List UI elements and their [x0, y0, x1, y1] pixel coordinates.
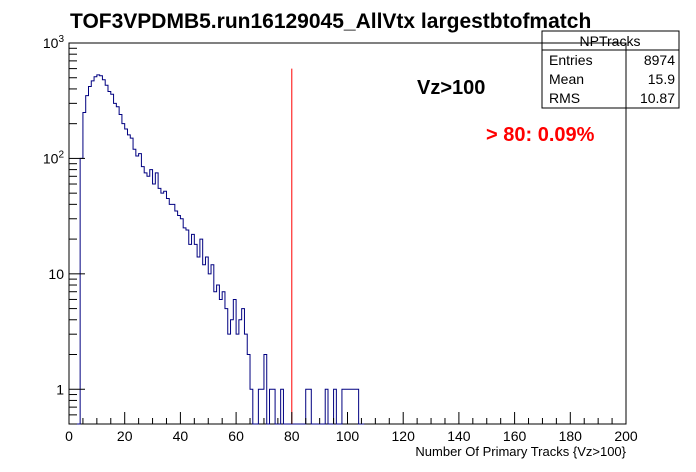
y-tick-label: 10: [48, 266, 64, 282]
annotation-fraction-above-80: > 80: 0.09%: [486, 124, 595, 146]
x-tick-label: 200: [614, 428, 638, 444]
stats-box-frame: [541, 30, 680, 109]
x-tick-label: 180: [559, 428, 583, 444]
x-tick-label: 20: [117, 428, 133, 444]
stats-value-entries: 8974: [644, 52, 675, 68]
stats-box-name: NPTracks: [580, 33, 641, 49]
stats-value-mean: 15.9: [648, 71, 675, 87]
x-tick-label: 140: [447, 428, 471, 444]
stats-value-rms: 10.87: [640, 90, 675, 106]
x-tick-label: 0: [65, 428, 73, 444]
stats-label-entries: Entries: [549, 52, 593, 68]
y-tick-label: 1: [56, 381, 64, 397]
annotation-vz-cut: Vz>100: [417, 77, 485, 99]
x-tick-label: 80: [284, 428, 300, 444]
y-tick-label: 103: [43, 34, 65, 51]
x-tick-label: 60: [228, 428, 244, 444]
x-tick-label: 100: [336, 428, 360, 444]
x-axis-label: Number Of Primary Tracks {Vz>100}: [415, 444, 626, 459]
chart-title: TOF3VPDMB5.run16129045_AllVtx largestbto…: [70, 10, 591, 33]
stats-box: NPTracks Entries 8974 Mean 15.9 RMS 10.8…: [541, 30, 680, 109]
x-tick-label: 40: [173, 428, 189, 444]
histogram-series-line: [69, 74, 365, 425]
x-tick-label: 120: [392, 428, 416, 444]
stats-label-mean: Mean: [549, 71, 584, 87]
y-tick-label: 102: [43, 149, 65, 166]
x-tick-label: 160: [503, 428, 527, 444]
stats-label-rms: RMS: [549, 90, 580, 106]
